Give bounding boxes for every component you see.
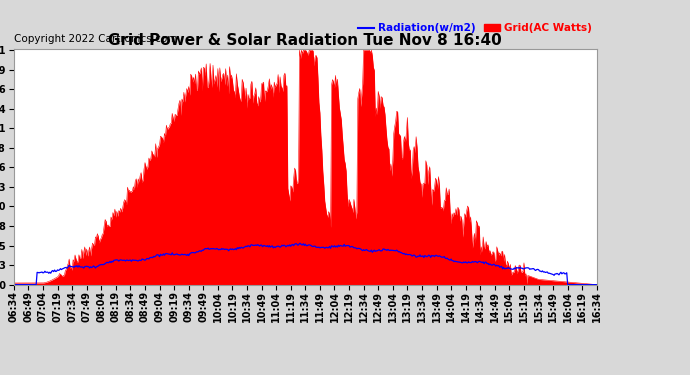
- Legend: Radiation(w/m2), Grid(AC Watts): Radiation(w/m2), Grid(AC Watts): [358, 23, 591, 33]
- Title: Grid Power & Solar Radiation Tue Nov 8 16:40: Grid Power & Solar Radiation Tue Nov 8 1…: [108, 33, 502, 48]
- Text: Copyright 2022 Cartronics.com: Copyright 2022 Cartronics.com: [14, 34, 177, 44]
